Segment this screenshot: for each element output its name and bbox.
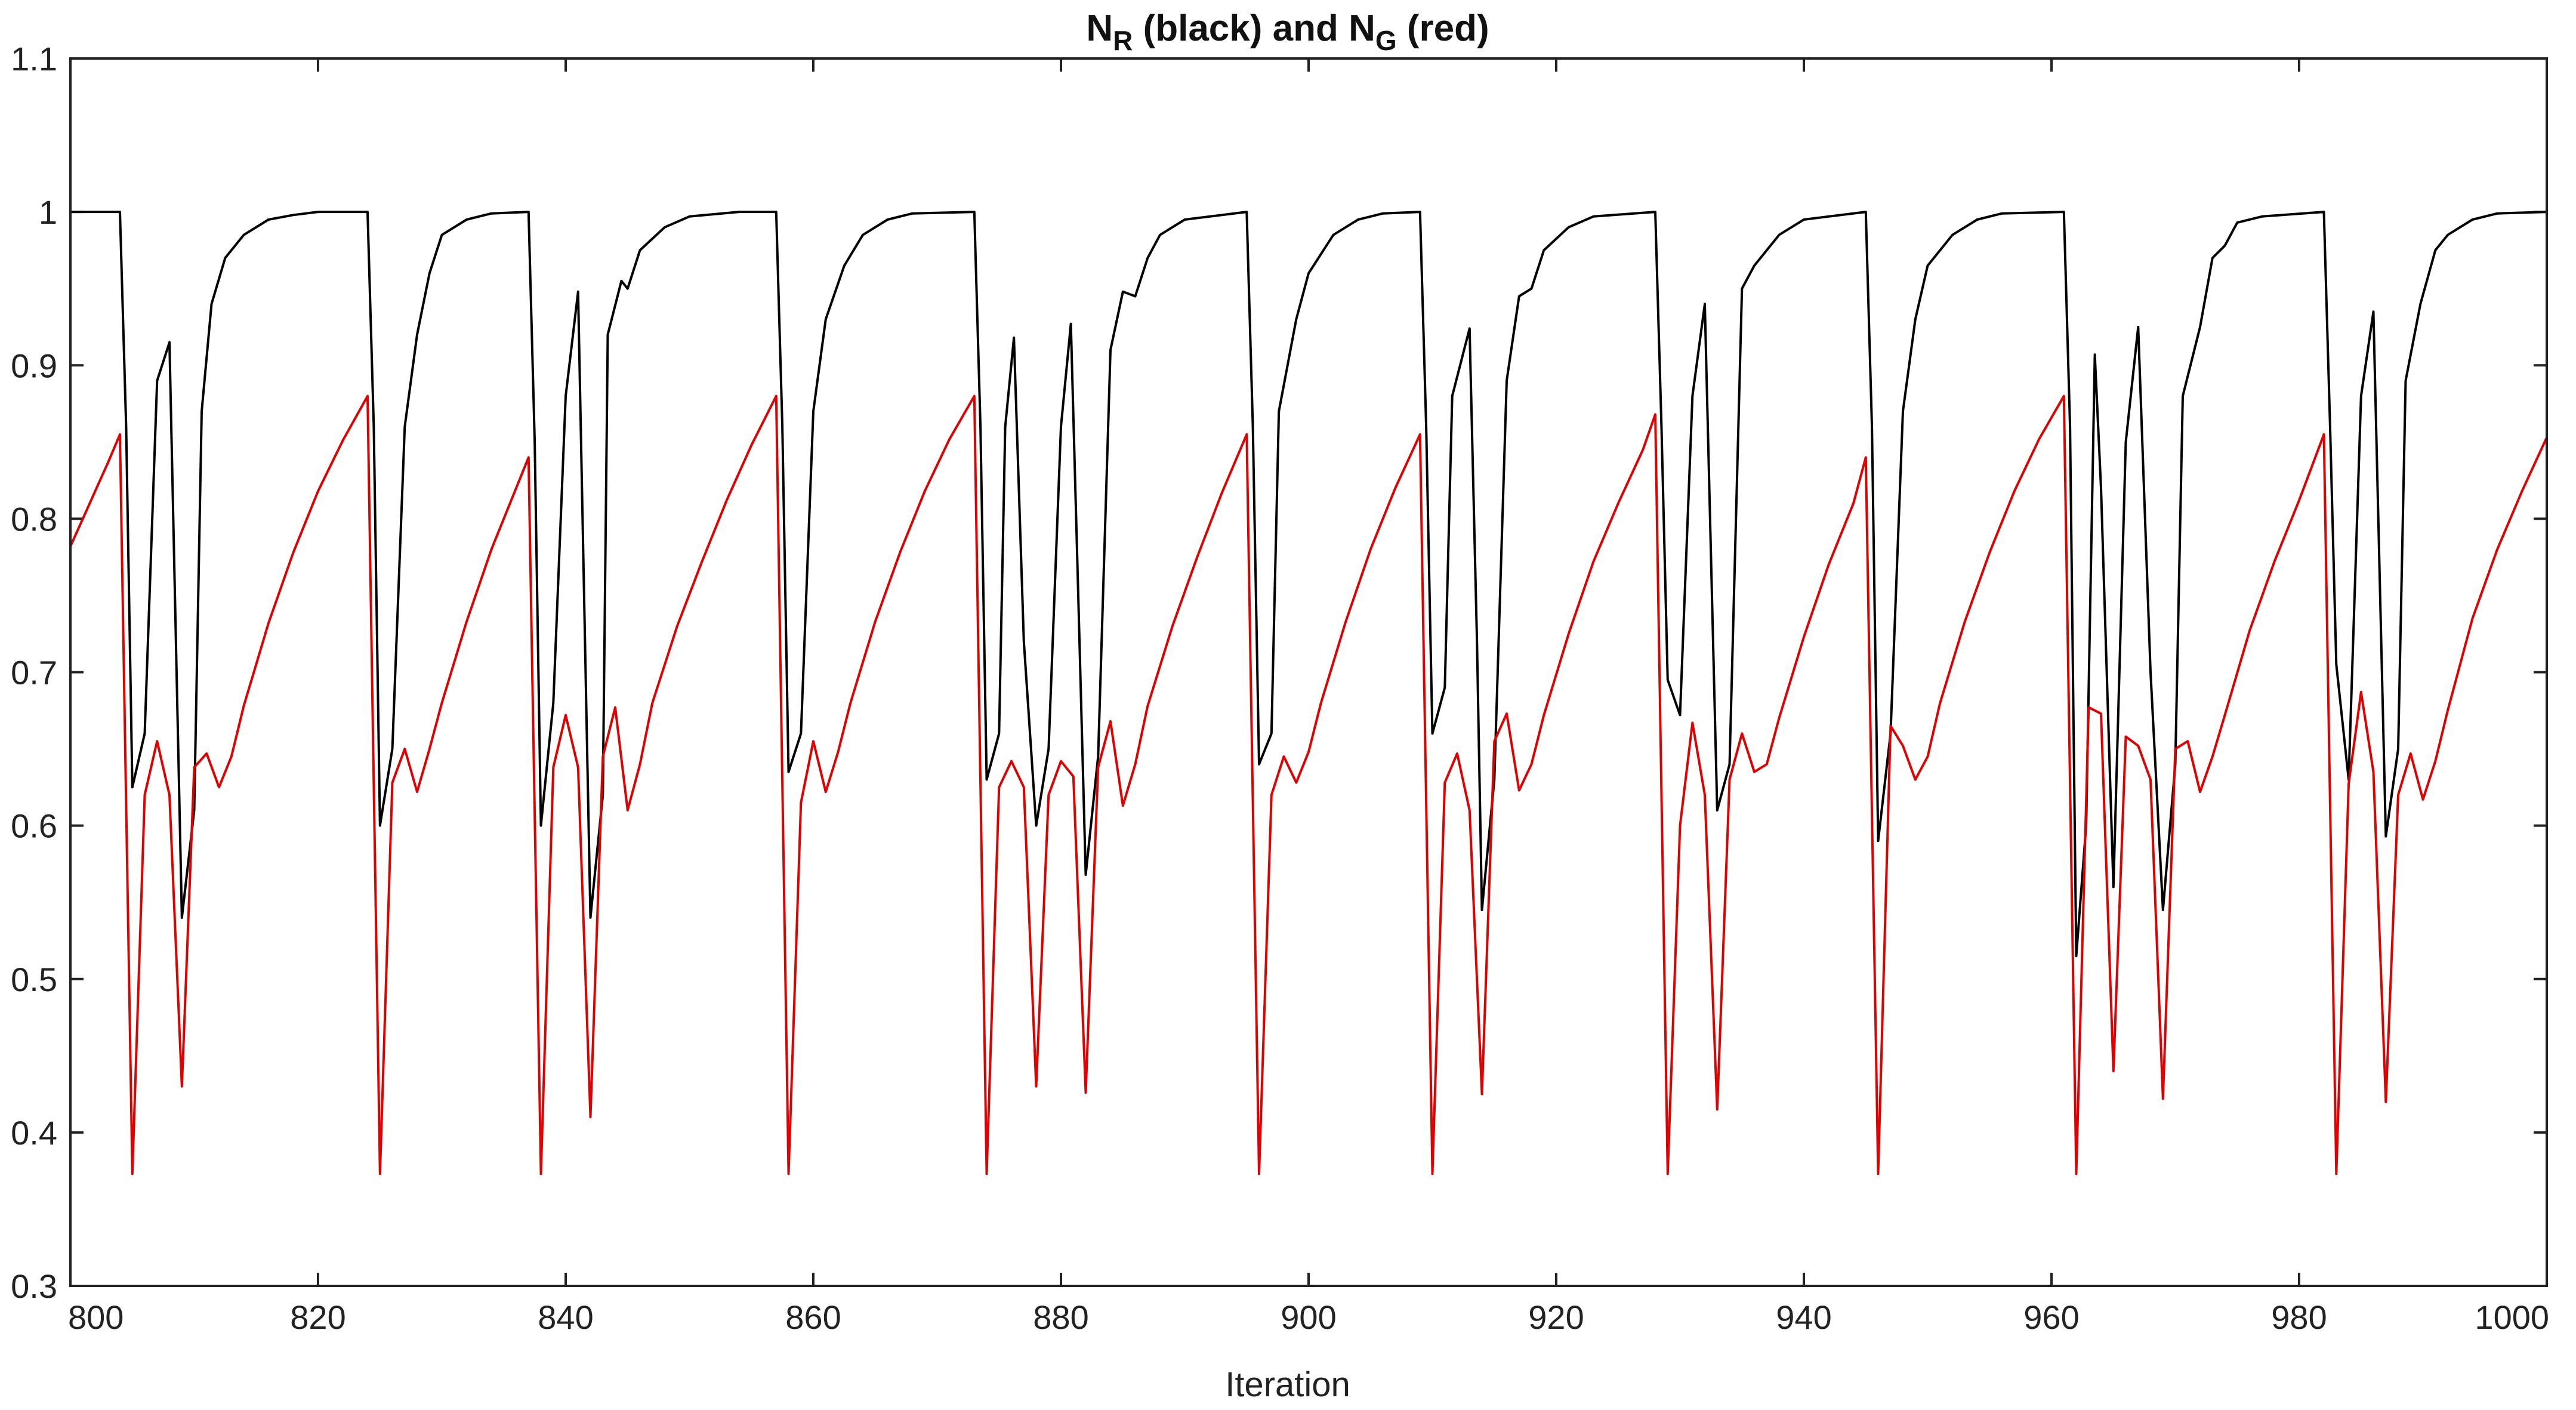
x-tick-label: 820: [290, 1298, 345, 1336]
x-tick-label: 840: [538, 1298, 593, 1336]
y-tick-label: 0.5: [11, 961, 57, 998]
x-axis: 800 820 840 860 880 900 920 940 960 980 1000: [68, 58, 2549, 1336]
x-tick-label: 960: [2023, 1298, 2079, 1336]
title-subscript: G: [1375, 25, 1397, 56]
x-axis-label: Iteration: [1225, 1365, 1350, 1404]
series-layer: [69, 211, 2548, 1175]
y-tick-label: 0.6: [11, 807, 57, 845]
y-axis: 0.3 0.4 0.5 0.6 0.7 0.8 0.9 1 1.1: [11, 40, 2547, 1305]
y-tick-label: 0.3: [11, 1267, 57, 1305]
x-tick-label: 860: [785, 1298, 841, 1336]
x-tick-label: 980: [2271, 1298, 2327, 1336]
x-tick-label: 880: [1033, 1298, 1088, 1336]
series-line-black: [70, 211, 2547, 958]
y-tick-label: 1.1: [11, 40, 57, 78]
y-tick-label: 1: [39, 193, 57, 231]
x-tick-label: 920: [1528, 1298, 1584, 1336]
series-line-red: [69, 394, 2548, 1175]
title-subscript: R: [1113, 25, 1133, 56]
title-segment: (red): [1397, 8, 1489, 49]
y-tick-label: 0.9: [11, 347, 57, 384]
title-segment: (black) and N: [1133, 8, 1375, 49]
y-tick-label: 0.7: [11, 654, 57, 692]
y-tick-label: 0.4: [11, 1114, 57, 1152]
x-tick-label: 900: [1281, 1298, 1336, 1336]
y-tick-label: 0.8: [11, 500, 57, 538]
x-tick-label: 800: [68, 1298, 124, 1336]
chart-title: NR (black) and NG (red): [1086, 8, 1489, 56]
plot-frame: [69, 57, 2548, 1287]
x-tick-label: 1000: [2475, 1298, 2549, 1336]
title-segment: N: [1086, 8, 1113, 49]
x-tick-label: 940: [1776, 1298, 1831, 1336]
